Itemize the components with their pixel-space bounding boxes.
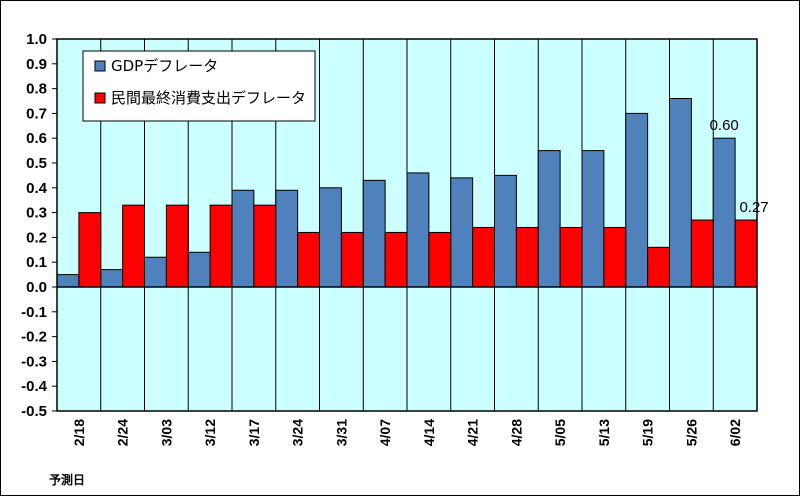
bar-gdp-deflator: [231, 189, 255, 288]
y-tick-label: 0.9: [26, 56, 47, 73]
bar-consumption-deflator: [472, 226, 495, 288]
y-tick-label: 0.7: [26, 105, 47, 122]
axes: [56, 38, 758, 412]
x-tick-label: 3/24: [290, 419, 306, 446]
x-tick-label: 4/14: [421, 419, 437, 446]
x-tick-label: 4/07: [377, 419, 393, 446]
bar-consumption-deflator: [690, 219, 714, 288]
y-tick-label: 0.1: [26, 254, 47, 271]
y-tick-label: 0.3: [26, 205, 47, 222]
bar-consumption-deflator: [253, 204, 277, 288]
bar-consumption-deflator: [78, 212, 102, 288]
y-tick-label: -0.4: [21, 378, 48, 395]
bar-gdp-deflator: [669, 98, 692, 288]
bar-gdp-deflator: [406, 172, 430, 288]
x-tick-label: 3/31: [333, 419, 349, 446]
y-tick-label: 0.2: [26, 229, 47, 246]
x-axis-tick-labels: 2/18 2/24 3/03 3/12 3/17 3/24 3/31 4/07 4/14 4/21…: [71, 419, 743, 446]
legend-swatch: [94, 92, 106, 104]
x-tick-label: 2/24: [115, 419, 131, 446]
bar-consumption-deflator: [209, 204, 233, 288]
bar-consumption-deflator: [384, 231, 408, 288]
bar-consumption-deflator: [515, 226, 539, 288]
x-tick-label: 5/19: [640, 419, 656, 446]
bar-gdp-deflator: [712, 137, 736, 288]
bar-consumption-deflator: [734, 219, 758, 288]
x-tick-label: 2/18: [71, 419, 87, 446]
x-tick-label: 5/13: [596, 419, 612, 446]
plot-border: [56, 38, 758, 412]
bar-gdp-deflator: [319, 187, 342, 288]
bar-gdp-deflator: [187, 251, 211, 288]
x-tick-label: 3/12: [202, 419, 218, 446]
y-axis-tick-labels: 1.0 0.9 0.8 0.7 0.6 0.5 0.4 0.3 0.2 0.1 0.0 -0.1 -0.…: [21, 31, 57, 420]
bar-consumption-deflator: [122, 204, 145, 288]
bars: [56, 98, 758, 288]
bar-consumption-deflator: [647, 246, 670, 288]
legend-label: 民間最終消費支出デフレータ: [111, 89, 306, 107]
y-tick-label: -0.3: [21, 353, 47, 370]
y-tick-label: -0.5: [21, 403, 47, 420]
bar-consumption-deflator: [340, 231, 364, 288]
y-tick-label: -0.1: [21, 304, 47, 321]
data-labels: 0.60 0.27: [710, 117, 769, 216]
bar-gdp-deflator: [362, 179, 386, 288]
bar-consumption-deflator: [165, 204, 189, 288]
data-label: 0.60: [710, 117, 739, 134]
x-tick-label: 3/17: [246, 419, 262, 446]
y-tick-label: 1.0: [26, 31, 47, 48]
data-label: 0.27: [739, 199, 768, 216]
bar-gdp-deflator: [450, 177, 474, 288]
y-tick-label: 0.5: [26, 155, 47, 172]
bar-gdp-deflator: [275, 189, 299, 288]
y-tick-label: 0.6: [26, 130, 47, 147]
x-tick-label: 4/28: [508, 419, 524, 446]
legend-swatch: [94, 60, 106, 72]
bar-gdp-deflator: [581, 150, 605, 288]
bar-gdp-deflator: [144, 256, 167, 288]
x-tick-label: 5/26: [683, 419, 699, 446]
bar-consumption-deflator: [297, 231, 320, 288]
bar-gdp-deflator: [494, 174, 517, 288]
y-tick-label: 0.0: [26, 279, 47, 296]
legend-box: [82, 50, 316, 122]
x-tick-label: 4/21: [465, 419, 481, 446]
x-axis-label: 予測日: [49, 473, 86, 487]
bar-gdp-deflator: [625, 112, 649, 288]
bar-consumption-deflator: [428, 231, 452, 288]
bar-gdp-deflator: [537, 150, 561, 288]
bar-gdp-deflator: [56, 274, 80, 288]
y-tick-label: 0.4: [26, 180, 48, 197]
bar-gdp-deflator: [100, 269, 124, 288]
bar-consumption-deflator: [603, 226, 627, 288]
x-tick-label: 6/02: [727, 419, 743, 446]
x-tick-label: 5/05: [552, 419, 568, 446]
x-tick-label: 3/03: [158, 419, 174, 446]
y-tick-label: -0.2: [21, 329, 47, 346]
y-tick-label: 0.8: [26, 81, 47, 98]
bar-consumption-deflator: [559, 226, 583, 288]
legend-label: GDPデフレータ: [111, 57, 218, 75]
